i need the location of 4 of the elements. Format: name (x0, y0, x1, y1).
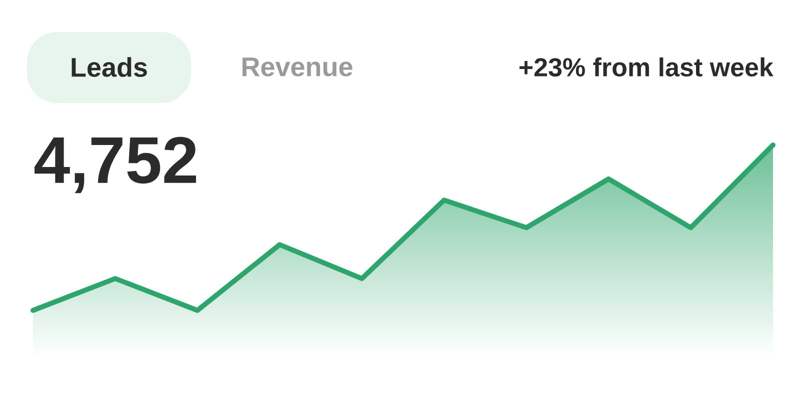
chart-subtitle: +23% from last week (519, 57, 774, 77)
text: Leads (72, 57, 147, 77)
chart-title: 4,752 (34, 136, 196, 194)
text: Revenue (242, 58, 352, 76)
